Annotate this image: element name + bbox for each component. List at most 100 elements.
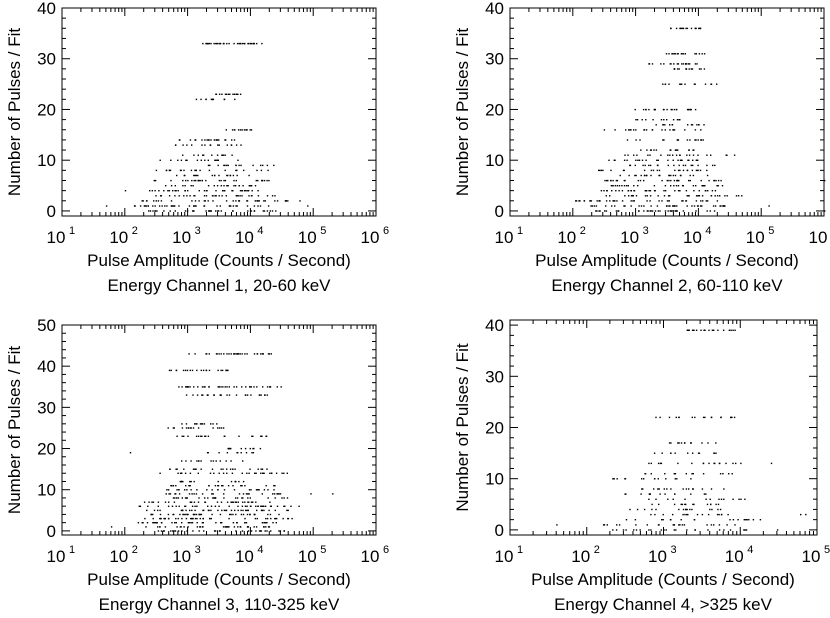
data-point [677, 462, 679, 465]
data-point [649, 149, 652, 151]
data-point [716, 513, 719, 516]
data-point [693, 503, 695, 506]
data-point [186, 159, 188, 161]
data-point [591, 205, 594, 207]
data-point [240, 452, 242, 454]
data-point [187, 513, 189, 516]
data-point [215, 210, 217, 212]
data-point [186, 497, 188, 499]
data-point [249, 129, 251, 131]
data-point [685, 68, 687, 70]
data-point [672, 53, 674, 55]
data-point [226, 42, 228, 45]
data-point [154, 522, 156, 524]
data-point [644, 195, 647, 197]
data-point [238, 200, 241, 202]
data-point [720, 205, 722, 207]
data-point [703, 185, 705, 187]
data-point [224, 164, 226, 167]
data-point [193, 501, 196, 503]
data-point [605, 195, 607, 197]
data-point [824, 210, 826, 212]
data-point [669, 124, 671, 126]
data-point [679, 27, 681, 30]
data-point [167, 513, 170, 516]
data-point [237, 501, 239, 503]
data-point [196, 522, 198, 524]
data-point [228, 386, 230, 388]
data-point [583, 200, 586, 202]
data-point [165, 493, 167, 495]
data-point [220, 369, 222, 372]
data-point [266, 179, 268, 182]
data-point [221, 522, 223, 524]
data-point [227, 369, 229, 372]
data-point [155, 200, 157, 202]
data-point [176, 489, 178, 491]
data-point [692, 452, 694, 454]
data-point [186, 210, 189, 212]
data-point [650, 462, 652, 465]
data-point [677, 149, 679, 151]
data-point [291, 517, 293, 520]
data-point [686, 513, 688, 516]
data-point [673, 63, 675, 65]
data-point [250, 530, 253, 532]
data-point [686, 63, 688, 65]
data-point [709, 210, 711, 212]
data-point [674, 190, 676, 192]
data-point [243, 169, 245, 172]
data-point [242, 509, 244, 512]
data-point [698, 124, 700, 126]
data-point [630, 190, 632, 192]
data-point [208, 369, 211, 372]
data-point [636, 154, 638, 156]
data-point [703, 124, 705, 126]
data-point [212, 460, 215, 462]
data-point [697, 154, 699, 156]
data-point [279, 493, 282, 495]
data-point [147, 205, 149, 207]
data-point [673, 473, 675, 475]
data-point [599, 169, 601, 172]
data-point [199, 423, 202, 425]
data-point [230, 480, 233, 483]
data-point [187, 526, 189, 528]
data-point [191, 493, 193, 495]
data-point [697, 159, 699, 161]
data-point [654, 478, 656, 480]
data-point [600, 169, 603, 172]
data-point [278, 530, 280, 532]
data-point [218, 472, 220, 474]
data-point [710, 488, 713, 490]
data-point [182, 144, 184, 146]
data-point [266, 164, 269, 167]
data-point [239, 93, 242, 95]
data-point [637, 179, 639, 182]
data-point [644, 164, 646, 167]
data-point [655, 149, 658, 151]
data-point [220, 427, 223, 429]
data-point [178, 205, 180, 207]
data-point [682, 53, 685, 55]
data-point [198, 530, 200, 532]
data-point [649, 210, 651, 212]
data-point [247, 190, 250, 192]
data-point [197, 427, 200, 429]
data-point [664, 185, 667, 187]
data-point [261, 42, 263, 45]
data-point [189, 369, 191, 372]
x-tick-label: 10 [235, 228, 254, 247]
data-point [156, 210, 158, 212]
data-point [256, 353, 259, 355]
data-point [210, 210, 212, 212]
data-point [227, 174, 229, 177]
data-point [194, 353, 196, 355]
data-point [210, 517, 212, 520]
data-point [700, 179, 702, 182]
data-point [614, 129, 616, 131]
data-point [698, 68, 701, 70]
data-point [208, 210, 210, 212]
data-point [646, 210, 648, 212]
data-point [180, 169, 182, 172]
